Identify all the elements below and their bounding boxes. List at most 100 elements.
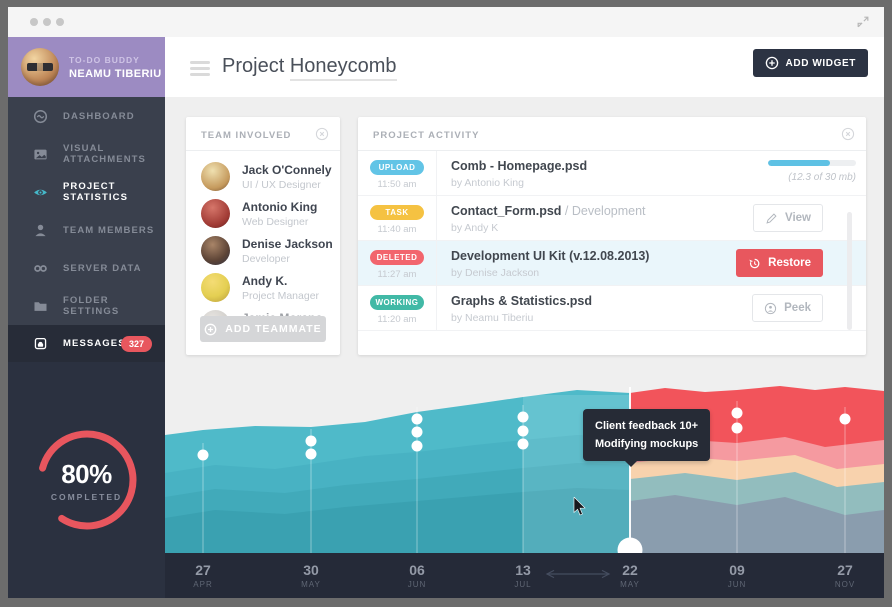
activity-author: by Andy K [451, 222, 499, 234]
pencil-icon [765, 212, 778, 225]
team-member-antonio-king[interactable]: Antonio King Web Designer [186, 195, 340, 232]
team-involved-panel: TEAM INVOLVED Jack O'Connely UI / UX Desi… [186, 117, 340, 355]
axis-month: JUN [727, 580, 747, 589]
milestone-dot[interactable] [197, 449, 209, 461]
peek-icon [764, 302, 777, 315]
menu-icon[interactable] [190, 61, 210, 79]
sidebar-item-label: TEAM MEMBERS [63, 224, 155, 236]
activity-time: 11:40 am [377, 224, 417, 235]
milestone-dot[interactable] [411, 440, 423, 452]
upload-progress: (12.3 of 30 mb) [768, 160, 856, 183]
lock-icon [33, 336, 48, 351]
milestone-dot[interactable] [517, 425, 529, 437]
member-role: Project Manager [242, 289, 320, 302]
axis-label-27-nov[interactable]: 27 NOV [815, 562, 875, 589]
axis-label-30-may[interactable]: 30 MAY [281, 562, 341, 589]
milestone-dot[interactable] [411, 413, 423, 425]
axis-month: NOV [834, 580, 856, 589]
sidebar-item-dashboard[interactable]: DASHBOARD [8, 97, 165, 135]
date-axis: 27 APR 30 MAY 06 JUN 13 JUL 22 MAY 09 JUN 27 NOV [165, 553, 884, 598]
activity-content: Graphs & Statistics.psd by Neamu Tiberiu [436, 286, 866, 330]
team-member-andy-k[interactable]: Andy K. Project Manager [186, 269, 340, 306]
axis-label-22-may[interactable]: 22 MAY [600, 562, 660, 589]
activity-row-deleted: DELETED 11:27 am Development UI Kit (v.12.… [358, 241, 866, 286]
tooltip-line-1: Client feedback 10+ [595, 420, 699, 432]
area-layer [165, 488, 630, 553]
timeline-chart: Client feedback 10+ Modifying mockups 27… [165, 385, 884, 598]
axis-day: 22 [622, 562, 638, 578]
activity-author: by Antonio King [451, 177, 524, 189]
milestone-dot[interactable] [305, 435, 317, 447]
sidebar-item-label: VISUAL ATTACHMENTS [63, 143, 146, 165]
member-role: Web Designer [242, 215, 309, 228]
milestone-dot[interactable] [305, 448, 317, 460]
avatar [21, 48, 59, 86]
page-title: Project Honeycomb [222, 55, 397, 81]
axis-label-09-jun[interactable]: 09 JUN [707, 562, 767, 589]
milestone-dot[interactable] [517, 438, 529, 450]
button-label: Restore [768, 257, 811, 269]
button-label: Peek [784, 302, 811, 314]
sidebar-item-server-data[interactable]: SERVER DATA [8, 249, 165, 287]
sidebar-item-folder-settings[interactable]: FOLDER SETTINGS [8, 287, 165, 325]
expand-icon[interactable] [856, 15, 870, 29]
progress-label: (12.3 of 30 mb) [788, 172, 856, 183]
milestone-dot[interactable] [731, 407, 743, 419]
milestone-dot[interactable] [839, 413, 851, 425]
member-name: Jack O'Connely [242, 162, 332, 177]
view-button[interactable]: View [753, 204, 823, 232]
add-teammate-label: ADD TEAMMATE [225, 323, 322, 335]
chart-tooltip: Client feedback 10+ Modifying mockups [583, 409, 711, 468]
peek-button[interactable]: Peek [752, 294, 823, 322]
axis-month: MAY [301, 580, 321, 589]
sidebar-item-visual-attachments[interactable]: VISUAL ATTACHMENTS [8, 135, 165, 173]
axis-month: APR [193, 580, 213, 589]
team-member-denise-jackson[interactable]: Denise Jackson Developer [186, 232, 340, 269]
team-member-jack-o-connely[interactable]: Jack O'Connely UI / UX Designer [186, 158, 340, 195]
milestone-dot[interactable] [517, 411, 529, 423]
user-icon [33, 223, 48, 238]
page-header: Project Honeycomb ADD WIDGET [165, 37, 884, 97]
activity-content: Comb - Homepage.psd by Antonio King [436, 151, 866, 195]
activity-author: by Neamu Tiberiu [451, 312, 534, 324]
close-icon[interactable] [315, 127, 329, 141]
status-badge: TASK [370, 205, 424, 220]
sidebar-item-label: DASHBOARD [63, 110, 135, 122]
sidebar-item-label: MESSAGES [63, 338, 126, 349]
add-teammate-button[interactable]: ADD TEAMMATE [200, 316, 326, 342]
activity-row-task: TASK 11:40 am Contact_Form.psd / Developme… [358, 196, 866, 241]
window-chrome [8, 7, 884, 37]
member-name: Antonio King [242, 199, 318, 214]
area-chart [165, 386, 884, 563]
member-avatar [201, 199, 230, 228]
messages-badge: 327 [120, 335, 152, 352]
axis-label-27-apr[interactable]: 27 APR [173, 562, 233, 589]
member-name: Andy K. [242, 273, 288, 288]
eye-icon [33, 185, 48, 200]
close-icon[interactable] [841, 127, 855, 141]
member-avatar [201, 273, 230, 302]
area-layer [630, 495, 884, 553]
sidebar-item-messages[interactable]: MESSAGES 327 [8, 325, 165, 362]
scrollbar-thumb[interactable] [847, 212, 852, 330]
sidebar-item-team-members[interactable]: TEAM MEMBERS [8, 211, 165, 249]
sidebar-item-project-statistics[interactable]: PROJECT STATISTICS [8, 173, 165, 211]
range-arrow-icon [545, 569, 611, 579]
add-widget-button[interactable]: ADD WIDGET [752, 49, 868, 77]
restore-button[interactable]: Restore [736, 249, 823, 277]
completion-percent: 80% [61, 458, 112, 489]
milestone-dot[interactable] [411, 426, 423, 438]
axis-day: 09 [729, 562, 745, 578]
sidebar-nav: DASHBOARD VISUAL ATTACHMENTS PROJECT STATI… [8, 97, 165, 362]
member-avatar [201, 162, 230, 191]
window-control-dots[interactable] [30, 18, 64, 26]
tooltip-line-2: Modifying mockups [595, 437, 699, 450]
sidebar: TO-DO BUDDY NEAMU TIBERIU DASHBOARD VISUA… [8, 37, 165, 598]
axis-day: 30 [303, 562, 319, 578]
image-icon [33, 147, 48, 162]
axis-label-13-jul[interactable]: 13 JUL [493, 562, 553, 589]
user-profile[interactable]: TO-DO BUDDY NEAMU TIBERIU [8, 37, 165, 97]
restore-icon [748, 257, 761, 270]
axis-label-06-jun[interactable]: 06 JUN [387, 562, 447, 589]
milestone-dot[interactable] [731, 422, 743, 434]
